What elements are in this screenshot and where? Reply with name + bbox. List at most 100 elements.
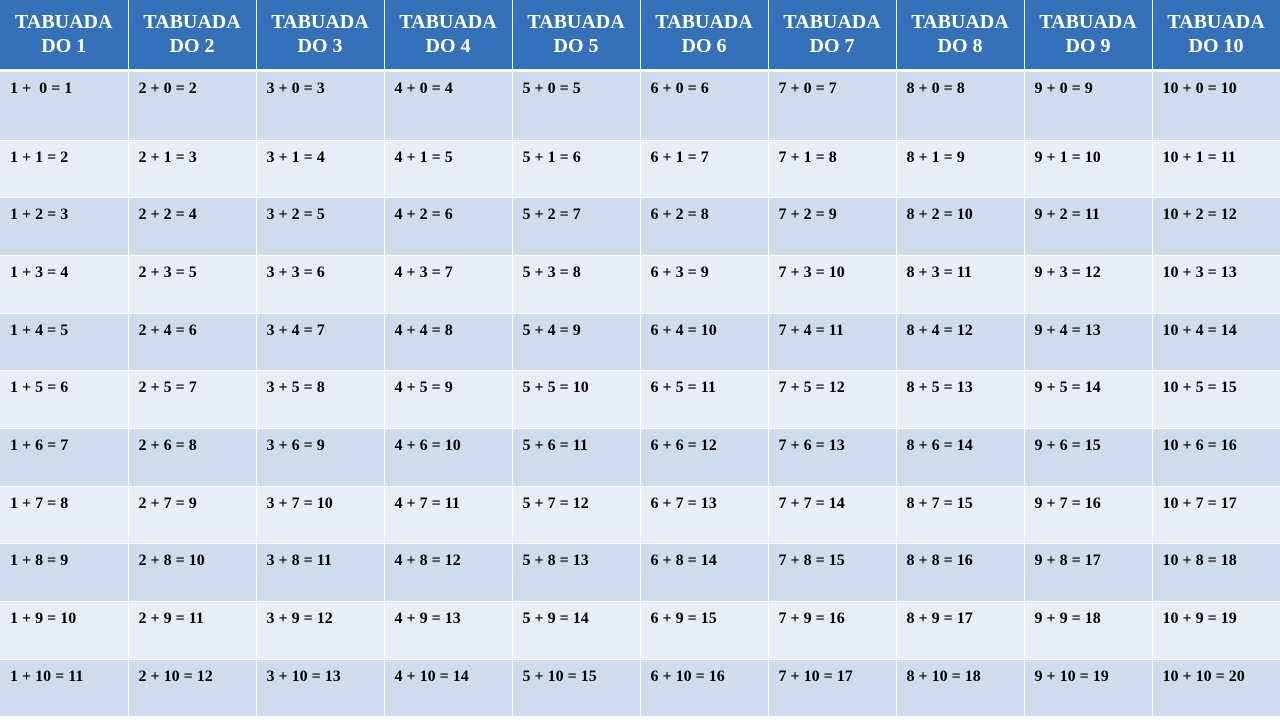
header-cell: TABUADA DO 7 bbox=[768, 0, 897, 72]
table-cell: 2 + 6 = 8 bbox=[128, 428, 257, 487]
table-cell: 6 + 10 = 16 bbox=[640, 659, 769, 718]
table-cell: 10 + 3 = 13 bbox=[1152, 255, 1280, 314]
table-cell: 6 + 6 = 12 bbox=[640, 428, 769, 487]
table-cell: 4 + 1 = 5 bbox=[384, 140, 513, 199]
table-cell: 6 + 0 = 6 bbox=[640, 70, 769, 141]
table-cell: 8 + 7 = 15 bbox=[896, 486, 1025, 545]
table-cell: 5 + 5 = 10 bbox=[512, 370, 641, 429]
table-cell: 4 + 0 = 4 bbox=[384, 70, 513, 141]
table-cell: 2 + 4 = 6 bbox=[128, 313, 257, 372]
table-cell: 3 + 8 = 11 bbox=[256, 543, 385, 602]
table-cell: 8 + 6 = 14 bbox=[896, 428, 1025, 487]
table-cell: 10 + 9 = 19 bbox=[1152, 601, 1280, 660]
table-cell: 5 + 4 = 9 bbox=[512, 313, 641, 372]
table-cell: 1 + 7 = 8 bbox=[0, 486, 129, 545]
table-cell: 7 + 8 = 15 bbox=[768, 543, 897, 602]
table-cell: 5 + 0 = 5 bbox=[512, 70, 641, 141]
table-cell: 4 + 7 = 11 bbox=[384, 486, 513, 545]
table-cell: 2 + 2 = 4 bbox=[128, 197, 257, 256]
table-cell: 2 + 0 = 2 bbox=[128, 70, 257, 141]
table-cell: 10 + 7 = 17 bbox=[1152, 486, 1280, 545]
table-cell: 2 + 8 = 10 bbox=[128, 543, 257, 602]
header-cell: TABUADA DO 10 bbox=[1152, 0, 1280, 72]
header-cell: TABUADA DO 3 bbox=[256, 0, 385, 72]
table-cell: 4 + 2 = 6 bbox=[384, 197, 513, 256]
table-row: 1 + 10 = 11 2 + 10 = 12 3 + 10 = 13 4 + 10 … bbox=[0, 659, 1280, 718]
table-cell: 4 + 5 = 9 bbox=[384, 370, 513, 429]
table-cell: 5 + 7 = 12 bbox=[512, 486, 641, 545]
table-cell: 3 + 9 = 12 bbox=[256, 601, 385, 660]
table-cell: 9 + 6 = 15 bbox=[1024, 428, 1153, 487]
table-cell: 7 + 1 = 8 bbox=[768, 140, 897, 199]
table-cell: 2 + 5 = 7 bbox=[128, 370, 257, 429]
table-cell: 1 + 2 = 3 bbox=[0, 197, 129, 256]
header-cell: TABUADA DO 4 bbox=[384, 0, 513, 72]
table-cell: 10 + 8 = 18 bbox=[1152, 543, 1280, 602]
table-cell: 4 + 8 = 12 bbox=[384, 543, 513, 602]
table-cell: 6 + 5 = 11 bbox=[640, 370, 769, 429]
table-cell: 1 + 6 = 7 bbox=[0, 428, 129, 487]
table-cell: 9 + 10 = 19 bbox=[1024, 659, 1153, 718]
table-cell: 1 + 0 = 1 bbox=[0, 70, 129, 141]
table-cell: 3 + 0 = 3 bbox=[256, 70, 385, 141]
table-cell: 3 + 1 = 4 bbox=[256, 140, 385, 199]
table-cell: 8 + 0 = 8 bbox=[896, 70, 1025, 141]
header-cell: TABUADA DO 9 bbox=[1024, 0, 1153, 72]
table-cell: 6 + 7 = 13 bbox=[640, 486, 769, 545]
table-cell: 5 + 2 = 7 bbox=[512, 197, 641, 256]
header-cell: TABUADA DO 2 bbox=[128, 0, 257, 72]
table-row: 1 + 9 = 10 2 + 9 = 11 3 + 9 = 12 4 + 9 = 13… bbox=[0, 601, 1280, 660]
table-cell: 8 + 3 = 11 bbox=[896, 255, 1025, 314]
table-cell: 9 + 2 = 11 bbox=[1024, 197, 1153, 256]
table-cell: 5 + 3 = 8 bbox=[512, 255, 641, 314]
table-cell: 3 + 6 = 9 bbox=[256, 428, 385, 487]
table-cell: 3 + 4 = 7 bbox=[256, 313, 385, 372]
table-cell: 5 + 6 = 11 bbox=[512, 428, 641, 487]
table-cell: 5 + 1 = 6 bbox=[512, 140, 641, 199]
table-cell: 4 + 9 = 13 bbox=[384, 601, 513, 660]
table-cell: 10 + 5 = 15 bbox=[1152, 370, 1280, 429]
header-cell: TABUADA DO 6 bbox=[640, 0, 769, 72]
table-cell: 9 + 0 = 9 bbox=[1024, 70, 1153, 141]
table-cell: 6 + 2 = 8 bbox=[640, 197, 769, 256]
table-cell: 3 + 3 = 6 bbox=[256, 255, 385, 314]
table-cell: 6 + 8 = 14 bbox=[640, 543, 769, 602]
table-cell: 9 + 1 = 10 bbox=[1024, 140, 1153, 199]
table-cell: 7 + 10 = 17 bbox=[768, 659, 897, 718]
table-cell: 4 + 6 = 10 bbox=[384, 428, 513, 487]
table-cell: 6 + 1 = 7 bbox=[640, 140, 769, 199]
table-cell: 4 + 3 = 7 bbox=[384, 255, 513, 314]
table-cell: 1 + 5 = 6 bbox=[0, 370, 129, 429]
table-cell: 9 + 5 = 14 bbox=[1024, 370, 1153, 429]
table-cell: 2 + 7 = 9 bbox=[128, 486, 257, 545]
table-cell: 4 + 4 = 8 bbox=[384, 313, 513, 372]
table-cell: 2 + 3 = 5 bbox=[128, 255, 257, 314]
table-header: TABUADA DO 1 TABUADA DO 2 TABUADA DO 3 TABU… bbox=[0, 0, 1280, 72]
table-cell: 7 + 9 = 16 bbox=[768, 601, 897, 660]
table-cell: 8 + 10 = 18 bbox=[896, 659, 1025, 718]
table-cell: 10 + 0 = 10 bbox=[1152, 70, 1280, 141]
table-cell: 8 + 5 = 13 bbox=[896, 370, 1025, 429]
table-cell: 7 + 4 = 11 bbox=[768, 313, 897, 372]
table-cell: 7 + 6 = 13 bbox=[768, 428, 897, 487]
table-cell: 2 + 10 = 12 bbox=[128, 659, 257, 718]
table-cell: 3 + 7 = 10 bbox=[256, 486, 385, 545]
header-cell: TABUADA DO 1 bbox=[0, 0, 129, 72]
table-cell: 3 + 5 = 8 bbox=[256, 370, 385, 429]
header-cell: TABUADA DO 8 bbox=[896, 0, 1025, 72]
table-cell: 6 + 9 = 15 bbox=[640, 601, 769, 660]
table-cell: 5 + 8 = 13 bbox=[512, 543, 641, 602]
table-cell: 8 + 2 = 10 bbox=[896, 197, 1025, 256]
table-cell: 7 + 2 = 9 bbox=[768, 197, 897, 256]
table-cell: 8 + 1 = 9 bbox=[896, 140, 1025, 199]
table-cell: 7 + 0 = 7 bbox=[768, 70, 897, 141]
table-cell: 10 + 4 = 14 bbox=[1152, 313, 1280, 372]
table-cell: 9 + 9 = 18 bbox=[1024, 601, 1153, 660]
